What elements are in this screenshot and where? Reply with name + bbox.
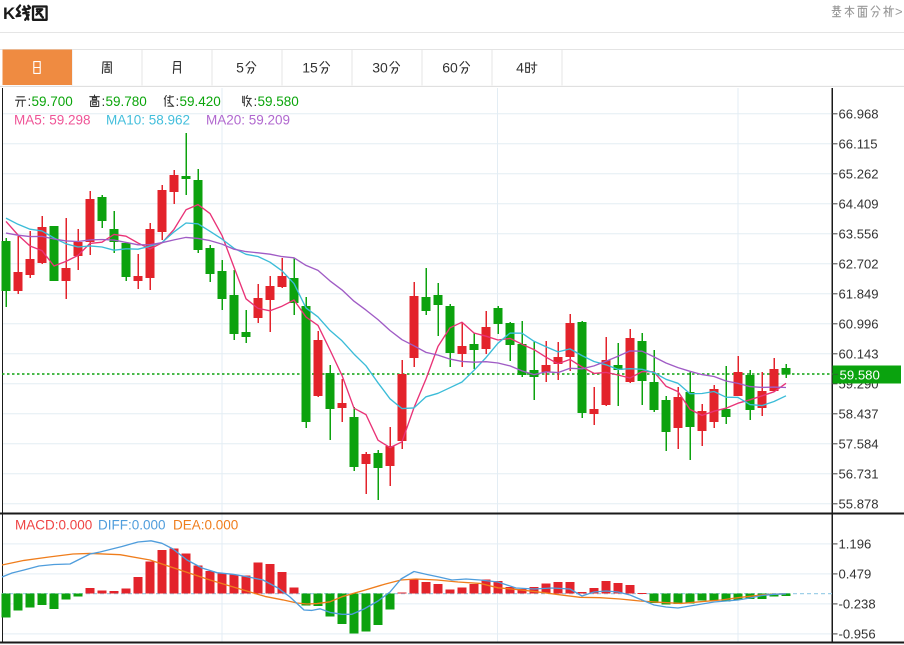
svg-text:57.584: 57.584: [839, 436, 879, 451]
svg-text:60.143: 60.143: [839, 346, 879, 361]
svg-text:64.409: 64.409: [839, 196, 879, 211]
svg-text:59.700: 59.700: [32, 94, 73, 109]
svg-text:65.262: 65.262: [839, 166, 879, 181]
svg-text::: :: [102, 94, 106, 109]
svg-text:60.996: 60.996: [839, 316, 879, 331]
svg-text::: :: [28, 94, 32, 109]
svg-text::: :: [176, 94, 180, 109]
svg-text:4: 4: [516, 60, 524, 76]
svg-text:MA10: 58.962: MA10: 58.962: [106, 113, 190, 128]
svg-text:30: 30: [372, 60, 388, 76]
svg-text:55.878: 55.878: [839, 496, 879, 511]
svg-text:58.437: 58.437: [839, 406, 879, 421]
svg-text::: :: [254, 94, 258, 109]
svg-text:61.849: 61.849: [839, 286, 879, 301]
svg-text:-0.956: -0.956: [839, 626, 876, 641]
svg-text:K: K: [3, 4, 16, 23]
svg-text:>: >: [895, 4, 903, 19]
svg-text:66.968: 66.968: [839, 106, 879, 121]
svg-text:59.420: 59.420: [180, 94, 221, 109]
svg-text:62.702: 62.702: [839, 256, 879, 271]
svg-text:59.580: 59.580: [258, 94, 299, 109]
svg-text:DIFF:0.000: DIFF:0.000: [98, 518, 166, 533]
svg-text:15: 15: [302, 60, 318, 76]
svg-text:63.556: 63.556: [839, 226, 879, 241]
svg-text:-0.238: -0.238: [839, 596, 876, 611]
svg-text:66.115: 66.115: [839, 136, 878, 151]
svg-text:60: 60: [442, 60, 458, 76]
svg-text:5: 5: [236, 60, 244, 76]
svg-text:MACD:0.000: MACD:0.000: [15, 518, 92, 533]
svg-text:59.780: 59.780: [106, 94, 147, 109]
svg-text:DEA:0.000: DEA:0.000: [173, 518, 238, 533]
svg-text:MA5: 59.298: MA5: 59.298: [14, 113, 91, 128]
svg-text:59.580: 59.580: [840, 368, 880, 383]
svg-text:0.479: 0.479: [839, 566, 872, 581]
svg-text:MA20: 59.209: MA20: 59.209: [206, 113, 290, 128]
svg-text:1.196: 1.196: [839, 536, 872, 551]
svg-text:56.731: 56.731: [839, 466, 879, 481]
